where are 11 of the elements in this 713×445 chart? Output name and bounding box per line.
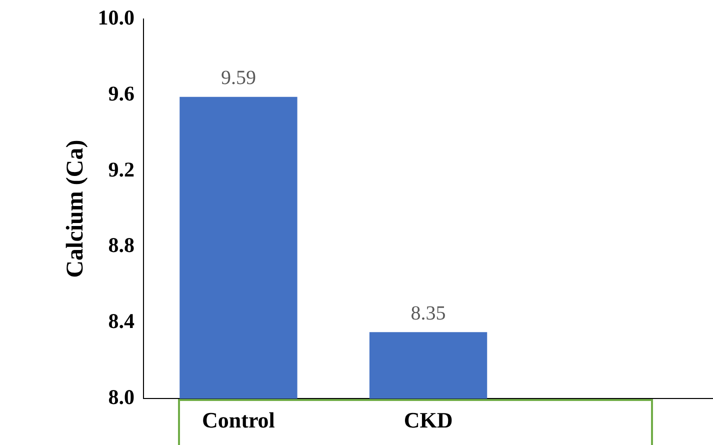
y-tick-label: 8.4 xyxy=(108,309,136,334)
y-tick-label: 9.2 xyxy=(108,157,135,182)
data-label: 8.35 xyxy=(410,302,446,324)
data-label: 9.59 xyxy=(220,67,256,90)
y-axis-title: Calcium (Ca) xyxy=(62,140,89,278)
y-tick-label: 10.0 xyxy=(98,5,135,30)
x-tick-label: CKD xyxy=(404,407,453,432)
x-tick-label: Control xyxy=(202,407,275,432)
y-tick-label: 9.6 xyxy=(108,81,135,106)
y-tick-label: 8.0 xyxy=(108,385,135,410)
y-tick-label: 8.8 xyxy=(108,233,135,258)
